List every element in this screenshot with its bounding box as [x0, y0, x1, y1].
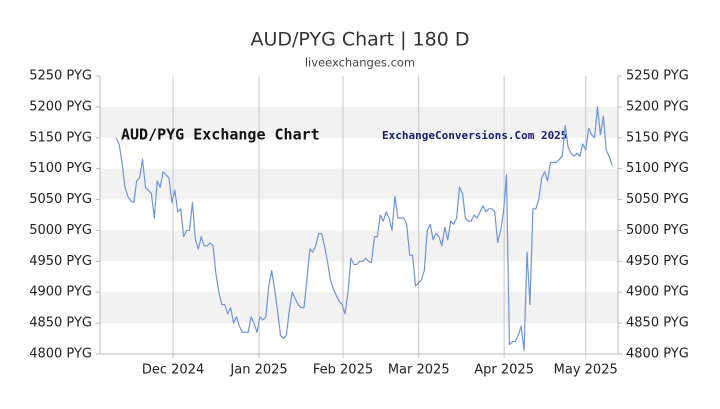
y2-tick-label: 5100 PYG — [626, 161, 689, 176]
y2-tick-label: 4900 PYG — [626, 285, 689, 300]
x-tick-label: Feb 2025 — [313, 363, 373, 378]
grid-band — [100, 230, 618, 262]
watermark-source: ExchangeConversions.Com 2025 — [382, 129, 567, 142]
chart-title: AUD/PYG Chart | 180 D — [251, 29, 470, 51]
y-tick-label: 4850 PYG — [29, 316, 92, 331]
y-tick-label: 4900 PYG — [29, 285, 92, 300]
y-tick-label: 5200 PYG — [29, 99, 92, 114]
y-tick-label: 5250 PYG — [29, 69, 92, 84]
x-tick-label: Jan 2025 — [229, 363, 287, 378]
y-tick-label: 5150 PYG — [29, 130, 92, 145]
chart-subtitle: liveexchanges.com — [305, 56, 415, 70]
y-tick-label: 5050 PYG — [29, 192, 92, 207]
y2-tick-label: 5150 PYG — [626, 130, 689, 145]
y2-tick-label: 5200 PYG — [626, 99, 689, 114]
x-tick-label: Mar 2025 — [388, 363, 450, 378]
watermark-title: AUD/PYG Exchange Chart — [121, 126, 320, 144]
y-tick-label: 5100 PYG — [29, 161, 92, 176]
y2-tick-label: 4950 PYG — [626, 254, 689, 269]
y-tick-label: 4950 PYG — [29, 254, 92, 269]
y2-tick-label: 5250 PYG — [626, 69, 689, 84]
grid — [100, 76, 618, 358]
grid-band — [100, 168, 618, 200]
grid-band — [100, 106, 618, 138]
price-line — [115, 106, 613, 352]
x-tick-label: Apr 2025 — [474, 363, 534, 378]
y2-tick-label: 4800 PYG — [626, 347, 689, 362]
grid-band — [100, 292, 618, 324]
y2-tick-label: 5000 PYG — [626, 223, 689, 238]
y-tick-label: 5000 PYG — [29, 223, 92, 238]
y-tick-label: 4800 PYG — [29, 347, 92, 362]
y2-tick-label: 4850 PYG — [626, 316, 689, 331]
x-tick-label: May 2025 — [554, 363, 618, 378]
x-tick-label: Dec 2024 — [142, 363, 204, 378]
y2-tick-label: 5050 PYG — [626, 192, 689, 207]
